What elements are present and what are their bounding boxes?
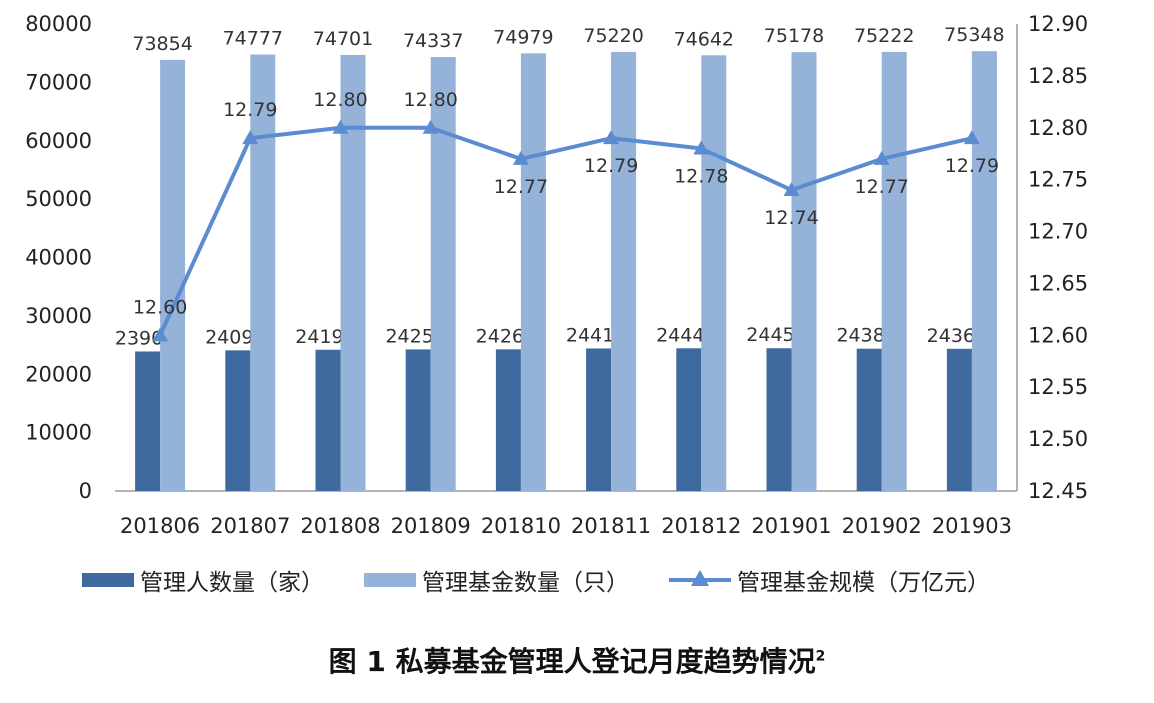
line-scale	[158, 125, 973, 337]
y-left-tick-label: 20000	[25, 362, 92, 386]
data-label-scale: 12.79	[584, 155, 638, 177]
legend-label-scale: 管理基金规模（万亿元）	[737, 570, 990, 596]
x-tick-label: 201903	[932, 514, 1012, 538]
x-tick-label: 201808	[300, 514, 380, 538]
y-left-tick-label: 70000	[25, 70, 92, 94]
y-right-tick-label: 12.80	[1028, 116, 1088, 140]
bar-managers	[315, 349, 341, 491]
x-tick-label: 201809	[391, 514, 471, 538]
y-left-tick-label: 80000	[25, 12, 92, 36]
y-right-tick-label: 12.70	[1028, 220, 1088, 244]
x-tick-label: 201812	[661, 514, 741, 538]
bar-managers	[225, 350, 251, 491]
legend: 管理人数量（家） 管理基金数量（只） 管理基金规模（万亿元）	[82, 560, 1030, 600]
y-left-tick-label: 50000	[25, 187, 92, 211]
caption-footnote: 2	[815, 648, 826, 665]
bar-managers	[495, 349, 521, 491]
y-right-tick-label: 12.85	[1028, 64, 1088, 88]
bar-funds	[250, 54, 276, 492]
data-label-scale: 12.60	[133, 296, 187, 318]
y-right-tick-label: 12.55	[1028, 375, 1088, 399]
legend-label-funds: 管理基金数量（只）	[422, 570, 629, 596]
line-marker-scale	[693, 140, 710, 155]
y-right-tick-label: 12.60	[1028, 323, 1088, 347]
x-tick-label: 201810	[481, 514, 561, 538]
data-label-funds: 75348	[944, 24, 1004, 46]
bar-managers	[766, 348, 792, 491]
data-label-scale: 12.74	[764, 207, 818, 229]
line-marker-scale	[873, 150, 890, 165]
bar-funds	[881, 51, 907, 492]
bar-funds	[701, 55, 727, 492]
data-label-funds: 75178	[764, 25, 824, 47]
data-label-scale: 12.78	[674, 166, 728, 188]
bar-funds	[160, 59, 186, 492]
line-marker-scale	[422, 119, 439, 134]
bar-managers	[405, 349, 431, 491]
data-label-scale: 12.80	[403, 89, 457, 111]
legend-swatch-funds	[364, 573, 416, 587]
line-marker-scale	[512, 150, 529, 165]
y-right-tick-label: 12.45	[1028, 479, 1088, 503]
bar-managers	[586, 348, 612, 491]
y-right-tick-label: 12.65	[1028, 271, 1088, 295]
caption-text: 图 1 私募基金管理人登记月度趋势情况	[328, 645, 816, 678]
legend-item-funds: 管理基金数量（只）	[364, 563, 629, 597]
bar-managers	[676, 348, 702, 491]
combo-chart: 0 10000 20000 30000 40000 50000 60000 70000 8000…	[25, 12, 1088, 538]
line-marker-scale	[332, 119, 349, 134]
x-tick-label: 201806	[120, 514, 200, 538]
data-label-funds: 74642	[674, 28, 734, 50]
data-label-scale: 12.79	[945, 155, 999, 177]
bar-funds	[340, 54, 366, 491]
data-label-scale: 12.77	[854, 176, 908, 198]
data-label-funds: 75222	[854, 25, 914, 47]
x-tick-label: 201901	[751, 514, 831, 538]
legend-label-managers: 管理人数量（家）	[140, 570, 324, 596]
data-label-funds: 74701	[313, 28, 373, 50]
bar-funds	[430, 57, 456, 491]
line-marker-scale	[603, 130, 620, 145]
data-label-scale: 12.77	[494, 176, 548, 198]
bar-funds	[520, 53, 546, 491]
y-left-tick-label: 60000	[25, 129, 92, 153]
x-tick-label: 201807	[210, 514, 290, 538]
data-label-funds: 73854	[132, 33, 192, 55]
data-label-funds: 74777	[223, 27, 283, 49]
y-left-tick-label: 30000	[25, 304, 92, 328]
legend-swatch-scale	[669, 570, 731, 590]
figure-caption: 图 1 私募基金管理人登记月度趋势情况2	[0, 640, 1154, 680]
bar-funds	[611, 51, 637, 491]
x-tick-label: 201811	[571, 514, 651, 538]
legend-item-managers: 管理人数量（家）	[82, 563, 324, 597]
data-label-funds: 74979	[493, 26, 553, 48]
bar-managers	[135, 351, 161, 491]
line-marker-scale	[152, 327, 169, 342]
y-right-tick-label: 12.90	[1028, 12, 1088, 36]
data-label-scale: 12.80	[313, 89, 367, 111]
x-tick-label: 201902	[842, 514, 922, 538]
line-marker-scale	[963, 130, 980, 145]
data-label-funds: 74337	[403, 30, 463, 52]
data-label-funds: 75220	[583, 25, 643, 47]
y-right-tick-label: 12.75	[1028, 168, 1088, 192]
y-left-tick-label: 10000	[25, 421, 92, 445]
y-left-tick-label: 40000	[25, 246, 92, 270]
bar-managers	[856, 348, 882, 491]
line-marker-scale	[242, 130, 259, 145]
bar-managers	[946, 348, 972, 491]
legend-item-scale: 管理基金规模（万亿元）	[669, 563, 990, 597]
bar-funds	[791, 52, 817, 491]
y-right-tick-label: 12.50	[1028, 427, 1088, 451]
bar-funds	[971, 51, 997, 491]
legend-swatch-managers	[82, 573, 134, 587]
data-label-scale: 12.79	[223, 99, 277, 121]
y-left-tick-label: 0	[79, 479, 92, 503]
line-marker-scale	[783, 182, 800, 197]
